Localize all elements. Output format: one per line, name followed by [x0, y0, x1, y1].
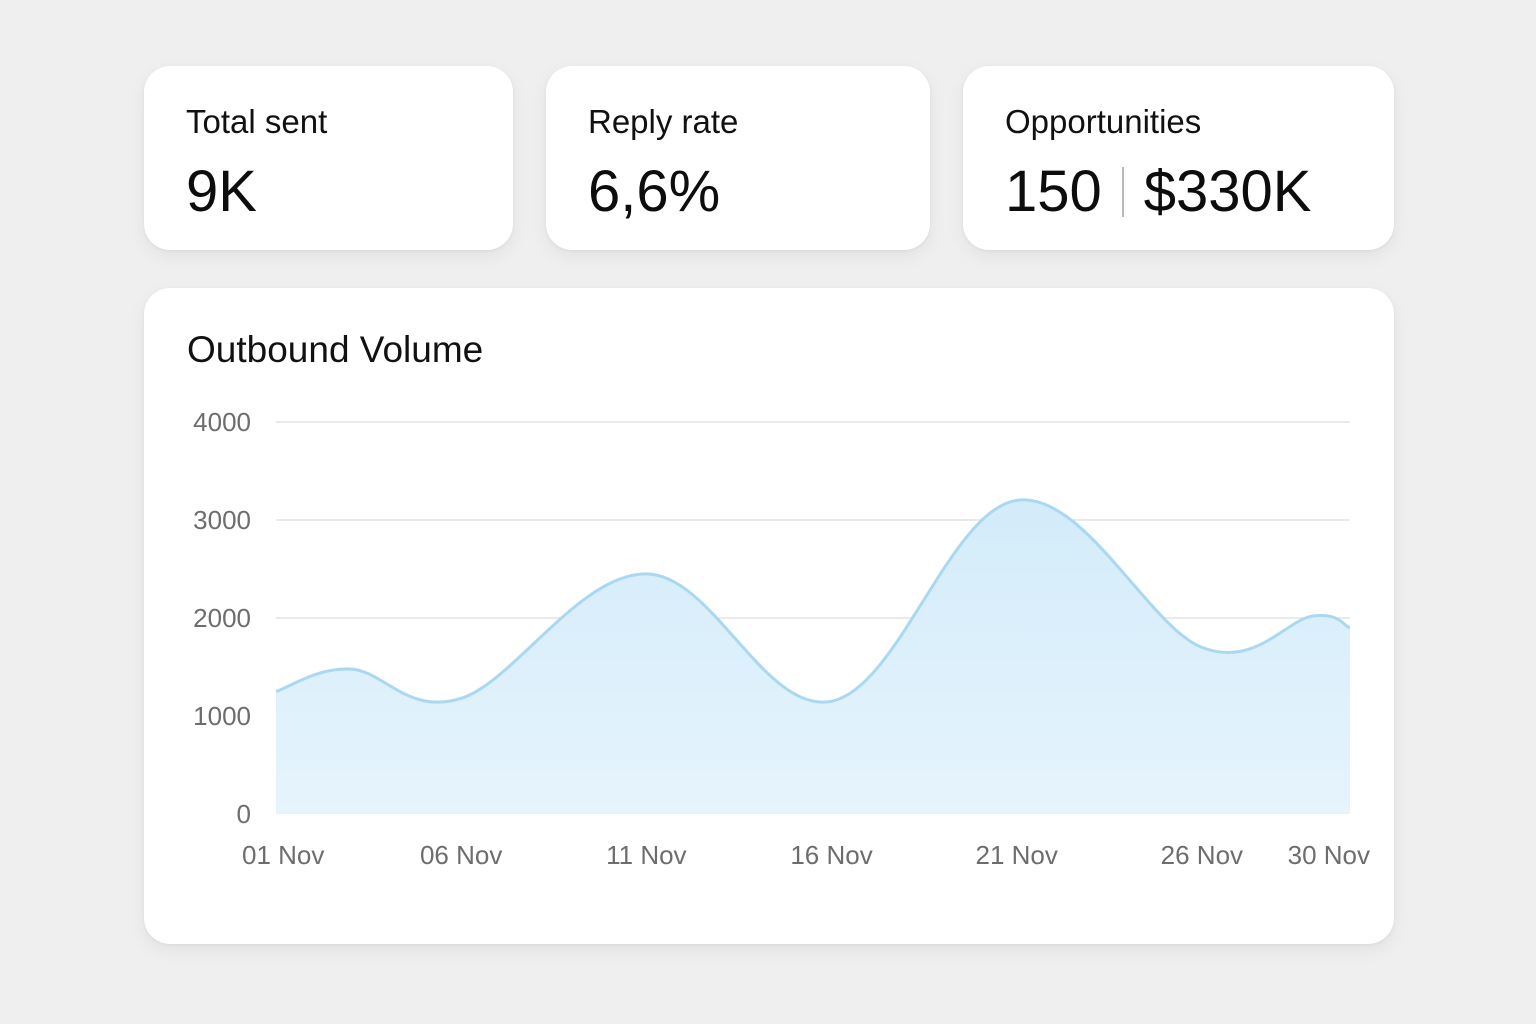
opportunities-label: Opportunities: [1005, 103, 1202, 140]
x-tick-label: 01 Nov: [242, 840, 324, 870]
x-tick-label: 26 Nov: [1161, 840, 1243, 870]
opportunities-card: Opportunities 150 $330K: [963, 66, 1394, 250]
reply-rate-card: Reply rate 6,6%: [546, 66, 930, 250]
y-tick-label: 1000: [193, 701, 251, 731]
x-tick-label: 06 Nov: [420, 840, 502, 870]
total-sent-card: Total sent 9K: [144, 66, 513, 250]
reply-rate-number: 6,6%: [588, 159, 721, 224]
opportunities-count: 150: [1005, 159, 1102, 224]
opportunities-amount: $330K: [1143, 159, 1312, 224]
outbound-volume-card: Outbound Volume 0 1000 2000 3000 4000 01 Nov…: [144, 288, 1394, 944]
outbound-volume-chart: 0 1000 2000 3000 4000 01 Nov 06 Nov 11 Nov 16 N…: [193, 407, 1370, 870]
x-tick-label: 16 Nov: [790, 840, 872, 870]
total-sent-value: 9K: [186, 160, 257, 224]
opportunities-value: 150 $330K: [1005, 160, 1312, 224]
x-axis-ticks: 01 Nov 06 Nov 11 Nov 16 Nov 21 Nov 26 Nov 30 N…: [242, 840, 1370, 870]
y-tick-label: 0: [237, 799, 251, 829]
x-tick-label: 21 Nov: [975, 840, 1057, 870]
total-sent-number: 9K: [186, 159, 257, 224]
total-sent-label: Total sent: [186, 103, 328, 140]
reply-rate-label: Reply rate: [588, 103, 739, 140]
x-tick-label: 11 Nov: [606, 840, 686, 870]
x-tick-label: 30 Nov: [1288, 840, 1370, 870]
volume-line: [275, 498, 1351, 704]
y-tick-label: 3000: [193, 505, 251, 535]
reply-rate-value: 6,6%: [588, 160, 720, 224]
opportunities-divider: [1121, 167, 1124, 217]
y-tick-label: 4000: [193, 407, 251, 437]
y-tick-label: 2000: [193, 603, 251, 633]
chart-title: Outbound Volume: [187, 329, 484, 370]
y-axis-ticks: 0 1000 2000 3000 4000: [193, 407, 251, 829]
volume-area: [276, 499, 1350, 814]
